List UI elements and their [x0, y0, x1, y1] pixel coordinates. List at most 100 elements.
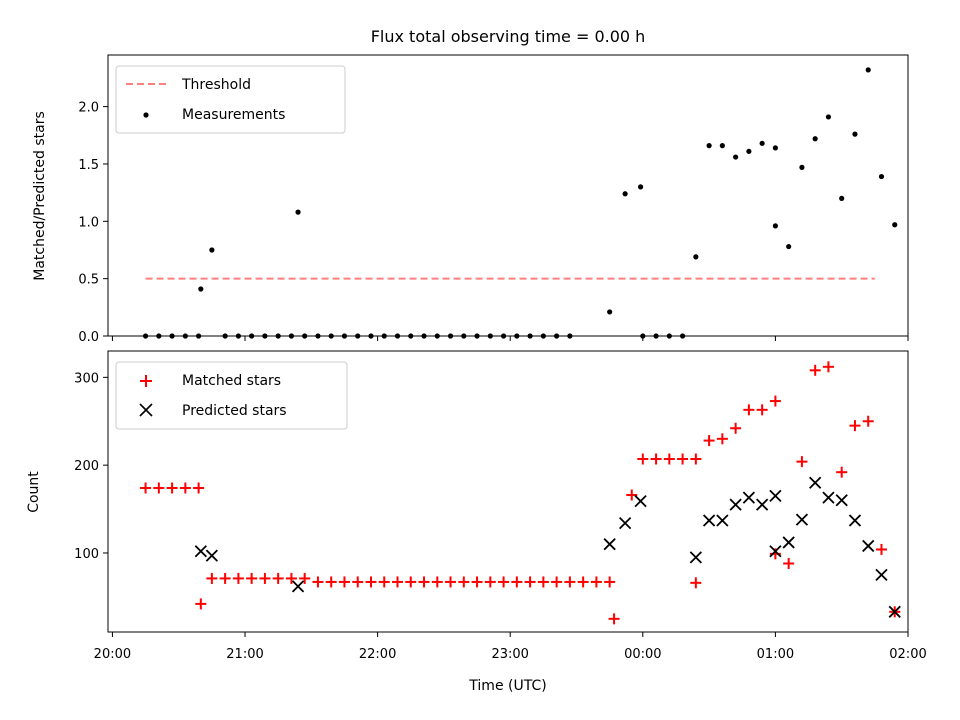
predicted-star-marker	[848, 514, 862, 527]
predicted-star-marker	[618, 516, 632, 530]
matched-star-marker	[756, 404, 768, 416]
matched-star-marker	[418, 576, 430, 588]
matched-star-marker	[484, 576, 496, 588]
matched-star-marker	[743, 404, 755, 416]
matched-star-marker	[626, 489, 638, 501]
predicted-star-marker	[769, 489, 782, 503]
legend-threshold-label: Threshold	[181, 77, 251, 93]
matched-star-marker	[875, 543, 887, 555]
matched-star-marker	[166, 482, 178, 494]
bottom-y-tick-label: 100	[74, 547, 99, 562]
matched-star-marker	[537, 576, 549, 588]
matched-star-marker	[206, 572, 218, 584]
matched-star-marker	[822, 361, 834, 373]
measurement-point	[706, 143, 712, 149]
matched-star-marker	[232, 572, 244, 584]
predicted-star-marker	[822, 491, 835, 504]
measurement-point	[759, 140, 765, 146]
matched-star-marker	[498, 576, 510, 588]
predicted-star-marker	[875, 568, 888, 582]
bottom-legend-box	[115, 361, 348, 430]
measurement-point	[772, 145, 779, 151]
predicted-star-marker	[689, 551, 702, 564]
matched-star-marker	[195, 598, 207, 610]
measurement-point	[812, 136, 818, 142]
matched-star-marker	[471, 576, 483, 588]
matched-star-marker	[405, 576, 417, 588]
x-tick-label: 22:00	[359, 647, 396, 662]
measurement-point	[878, 173, 885, 180]
matched-star-marker	[809, 364, 821, 376]
bottom-series-layer	[140, 361, 901, 625]
bottom-y-tick-label: 300	[74, 371, 99, 386]
x-axis-label: Time (UTC)	[468, 678, 546, 694]
measurement-point	[198, 286, 204, 292]
legend-predicted-label: Predicted stars	[182, 403, 287, 419]
matched-star-marker	[511, 576, 523, 588]
measurement-point	[865, 67, 871, 73]
legend-matched-label: Matched stars	[182, 373, 281, 389]
matched-star-marker	[637, 453, 649, 465]
matched-star-marker	[179, 482, 191, 494]
matched-star-marker	[272, 572, 284, 584]
measurement-point	[852, 131, 858, 137]
matched-star-marker	[193, 482, 205, 494]
measurement-point	[786, 243, 792, 250]
measurement-point	[772, 223, 779, 229]
predicted-star-marker	[782, 536, 795, 549]
matched-star-marker	[608, 613, 620, 625]
matched-star-marker	[730, 422, 742, 434]
x-tick-label: 20:00	[94, 647, 131, 662]
bottom-legend: Matched stars Predicted stars	[115, 361, 348, 430]
top-y-tick-label: 0.5	[78, 273, 99, 288]
measurement-point	[637, 184, 644, 190]
bottom-tick-layer: 100 200 300 20:00 21:00 22:00 23:00 00:00 01:00 0…	[74, 371, 927, 662]
matched-star-marker	[299, 572, 311, 584]
measurement-point	[733, 154, 739, 160]
top-legend-box	[115, 65, 346, 134]
measurement-point	[799, 164, 805, 170]
top-tick-layer: 0.0 0.5 1.0 1.5 2.0	[78, 101, 909, 345]
predicted-star-marker	[291, 580, 305, 593]
measurement-point	[607, 309, 613, 315]
measurement-point	[825, 114, 832, 120]
matched-star-marker	[796, 456, 808, 468]
matched-star-marker	[769, 395, 781, 407]
measurement-point	[295, 209, 301, 215]
top-y-tick-label: 0.0	[78, 330, 99, 345]
predicted-star-marker	[809, 476, 822, 489]
matched-star-marker	[703, 435, 715, 447]
top-y-tick-label: 1.0	[78, 215, 99, 230]
matched-star-marker	[650, 453, 662, 465]
matched-star-marker	[259, 572, 271, 584]
predicted-star-marker	[769, 545, 782, 558]
matched-star-marker	[312, 576, 324, 588]
matched-star-marker	[338, 576, 350, 588]
top-y-tick-label: 1.5	[78, 158, 99, 173]
matched-star-marker	[663, 453, 675, 465]
matched-star-marker	[325, 576, 337, 588]
predicted-star-marker	[603, 538, 616, 551]
measurement-point	[693, 254, 699, 260]
matched-star-marker	[604, 576, 616, 588]
bottom-y-tick-label: 200	[74, 459, 99, 474]
matched-star-marker	[849, 420, 861, 432]
matched-star-marker	[246, 572, 258, 584]
matched-star-marker	[836, 466, 848, 478]
predicted-star-marker	[716, 514, 729, 527]
chart-title: Flux total observing time = 0.00 h	[371, 27, 646, 46]
matched-star-marker	[431, 576, 443, 588]
matched-star-marker	[219, 572, 231, 584]
predicted-star-marker	[205, 549, 219, 562]
matched-star-marker	[783, 558, 795, 570]
matched-star-marker	[378, 576, 390, 588]
matched-star-marker	[524, 576, 536, 588]
predicted-star-marker	[795, 513, 809, 526]
matched-star-marker	[458, 576, 470, 588]
matched-star-marker	[690, 453, 702, 465]
matched-star-marker	[140, 482, 152, 494]
matched-star-marker	[716, 433, 728, 445]
predicted-star-marker	[702, 514, 716, 527]
x-tick-label: 00:00	[624, 647, 661, 662]
